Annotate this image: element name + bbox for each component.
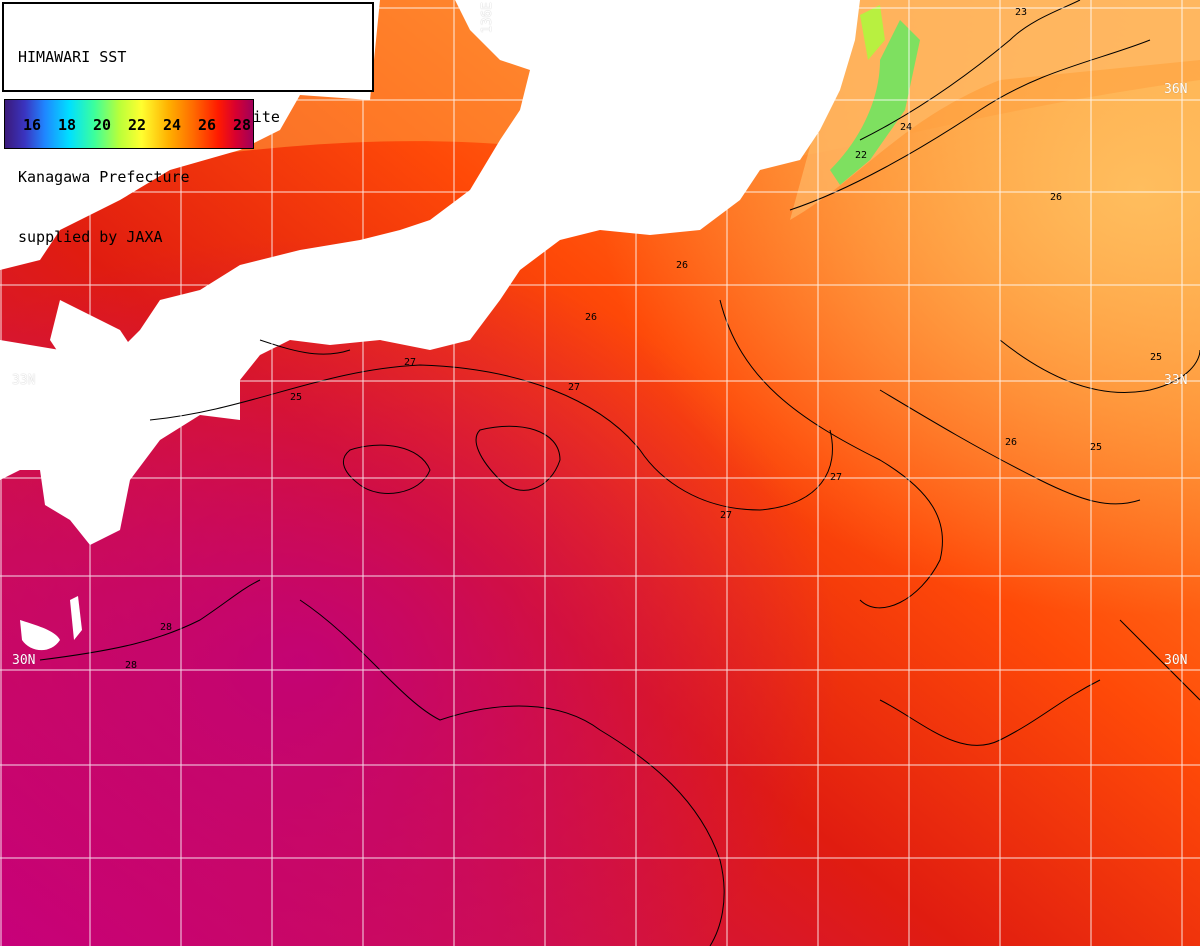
contour-labels: 25 26 27 28 26 27 25 27 28 26 25 24 23 2… — [125, 7, 1162, 671]
contour-label: 27 — [830, 472, 842, 483]
lat-label-36n: 36N — [1164, 82, 1188, 97]
title-line: supplied by JAXA — [18, 228, 163, 246]
isotherm-25-east — [999, 339, 1200, 394]
title-line: HIMAWARI SST — [18, 48, 127, 66]
lat-label-30n-left: 30N — [12, 653, 36, 668]
contour-label: 27 — [568, 382, 580, 393]
colorbar-tick: 22 — [128, 116, 147, 134]
isotherm-eddy-1 — [475, 425, 561, 491]
contour-label: 28 — [125, 660, 137, 671]
isotherm-27 — [149, 364, 833, 511]
isotherm-28-center — [299, 599, 725, 946]
colorbar-tick: 26 — [198, 116, 217, 134]
contour-label: 26 — [585, 312, 597, 323]
coastal-green-strip — [830, 20, 920, 185]
contour-label: 24 — [900, 122, 912, 133]
isotherm-23 — [859, 0, 1081, 141]
coastal-green-strip-2 — [860, 5, 885, 60]
temperature-colorbar — [4, 99, 254, 149]
isotherm-28-west — [39, 579, 261, 661]
lat-label-33n-right: 33N — [1164, 373, 1188, 388]
lat-label-30n-right: 30N — [1164, 653, 1188, 668]
isotherm-contours — [39, 0, 1200, 946]
colorbar-labels: 16 18 20 22 24 26 28 — [23, 116, 268, 134]
contour-label: 26 — [676, 260, 688, 271]
colorbar-tick: 24 — [163, 116, 182, 134]
title-line: Kanagawa Prefecture — [18, 168, 190, 186]
contour-label: 27 — [404, 357, 416, 368]
contour-label: 25 — [1090, 442, 1102, 453]
land-islet-1 — [20, 620, 60, 651]
lon-label-136e: 136E — [480, 2, 495, 34]
isotherm-26-east — [879, 389, 1141, 505]
land-islet-2 — [70, 596, 82, 640]
map-title-box: HIMAWARI SST 2025/06/29(UTC) Day Composi… — [2, 2, 374, 246]
isotherm-eddy-2 — [342, 444, 431, 494]
contour-label: 23 — [1015, 7, 1027, 18]
isotherm-26 — [719, 299, 943, 609]
colorbar-tick: 18 — [58, 116, 77, 134]
isotherm-24 — [789, 39, 1151, 211]
contour-label: 22 — [855, 150, 867, 161]
isotherm-coast-27 — [259, 339, 351, 355]
colorbar-tick: 28 — [233, 116, 252, 134]
isotherm-28-east — [1119, 619, 1200, 701]
colorbar-tick: 16 — [23, 116, 42, 134]
contour-label: 26 — [1005, 437, 1017, 448]
contour-label: 27 — [720, 510, 732, 521]
contour-label: 28 — [160, 622, 172, 633]
lat-label-33n-left: 33N — [12, 373, 36, 388]
contour-label: 25 — [1150, 352, 1162, 363]
contour-label: 25 — [290, 392, 302, 403]
land-kyushu-north — [50, 300, 140, 380]
contour-label: 26 — [1050, 192, 1062, 203]
colorbar-tick: 20 — [93, 116, 112, 134]
